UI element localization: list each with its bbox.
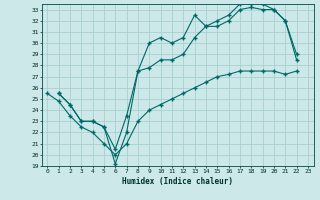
X-axis label: Humidex (Indice chaleur): Humidex (Indice chaleur)	[122, 177, 233, 186]
